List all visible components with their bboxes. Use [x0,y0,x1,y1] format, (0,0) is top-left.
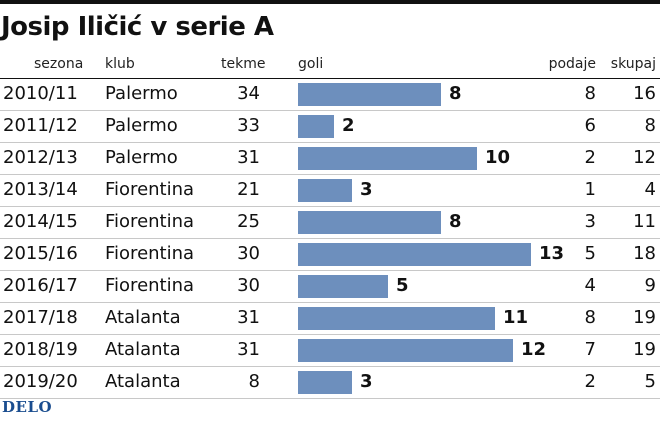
season-cell: 2017/18 [3,307,78,328]
table-row: 2016/17 Fiorentina 30 5 4 9 [0,271,660,303]
apps-cell: 21 [237,179,260,200]
club-cell: Palermo [105,115,178,136]
season-cell: 2012/13 [3,147,78,168]
goals-label: 8 [449,83,462,104]
table-row: 2010/11 Palermo 34 8 8 16 [0,79,660,111]
total-cell: 8 [644,115,656,136]
goals-label: 13 [539,243,565,264]
header-apps: tekme [221,56,266,72]
goals-bar [298,339,513,362]
apps-cell: 25 [237,211,260,232]
header-total: skupaj [610,56,656,72]
season-cell: 2013/14 [3,179,78,200]
total-cell: 9 [644,275,656,296]
header-goals: goli [298,56,324,72]
assists-cell: 8 [584,83,596,104]
table-row: 2013/14 Fiorentina 21 3 1 4 [0,175,660,207]
assists-cell: 7 [584,339,596,360]
table-row: 2012/13 Palermo 31 10 2 12 [0,143,660,175]
table-header: sezona klub tekme goli podaje skupaj [0,52,660,76]
assists-cell: 2 [584,147,596,168]
club-cell: Atalanta [105,339,181,360]
apps-cell: 30 [237,275,260,296]
header-club: klub [105,56,135,72]
assists-cell: 6 [584,115,596,136]
table-row: 2014/15 Fiorentina 25 8 3 11 [0,207,660,239]
goals-label: 5 [396,275,409,296]
assists-cell: 1 [584,179,596,200]
apps-cell: 8 [248,371,260,392]
assists-cell: 3 [584,211,596,232]
apps-cell: 31 [237,339,260,360]
apps-cell: 33 [237,115,260,136]
apps-cell: 31 [237,147,260,168]
assists-cell: 5 [584,243,596,264]
goals-label: 11 [503,307,529,328]
top-rule [0,0,660,4]
total-cell: 4 [644,179,656,200]
table-row: 2018/19 Atalanta 31 12 7 19 [0,335,660,367]
table-row: 2011/12 Palermo 33 2 6 8 [0,111,660,143]
season-cell: 2015/16 [3,243,78,264]
apps-cell: 31 [237,307,260,328]
season-cell: 2016/17 [3,275,78,296]
goals-bar [298,211,441,234]
season-cell: 2018/19 [3,339,78,360]
season-cell: 2019/20 [3,371,78,392]
club-cell: Atalanta [105,371,181,392]
goals-label: 10 [485,147,511,168]
apps-cell: 30 [237,243,260,264]
total-cell: 19 [633,307,656,328]
assists-cell: 2 [584,371,596,392]
table-row: 2015/16 Fiorentina 30 13 5 18 [0,239,660,271]
header-rule [0,78,660,79]
assists-cell: 4 [584,275,596,296]
goals-bar [298,371,352,394]
goals-bar [298,83,441,106]
club-cell: Fiorentina [105,243,195,264]
assists-cell: 8 [584,307,596,328]
season-cell: 2010/11 [3,83,78,104]
table-body: 2010/11 Palermo 34 8 8 16 2011/12 Palermo 33 2 6 8 2… [0,79,660,399]
goals-bar [298,115,334,138]
goals-bar [298,179,352,202]
chart-title: Josip Iličić v serie A [1,12,274,42]
goals-label: 8 [449,211,462,232]
total-cell: 12 [633,147,656,168]
club-cell: Palermo [105,83,178,104]
apps-cell: 34 [237,83,260,104]
club-cell: Fiorentina [105,179,195,200]
header-assists: podaje [548,56,596,72]
goals-label: 2 [342,115,355,136]
club-cell: Atalanta [105,307,181,328]
table-row: 2017/18 Atalanta 31 11 8 19 [0,303,660,335]
header-season: sezona [34,56,84,72]
total-cell: 18 [633,243,656,264]
total-cell: 16 [633,83,656,104]
goals-label: 3 [360,371,373,392]
goals-bar [298,147,477,170]
goals-bar [298,243,531,266]
total-cell: 5 [644,371,656,392]
table-row: 2019/20 Atalanta 8 3 2 5 [0,367,660,399]
season-cell: 2011/12 [3,115,78,136]
club-cell: Fiorentina [105,275,195,296]
club-cell: Fiorentina [105,211,195,232]
goals-bar [298,275,388,298]
total-cell: 19 [633,339,656,360]
season-cell: 2014/15 [3,211,78,232]
goals-label: 12 [521,339,547,360]
goals-bar [298,307,495,330]
goals-label: 3 [360,179,373,200]
club-cell: Palermo [105,147,178,168]
delo-logo: DELO [2,398,53,416]
total-cell: 11 [633,211,656,232]
